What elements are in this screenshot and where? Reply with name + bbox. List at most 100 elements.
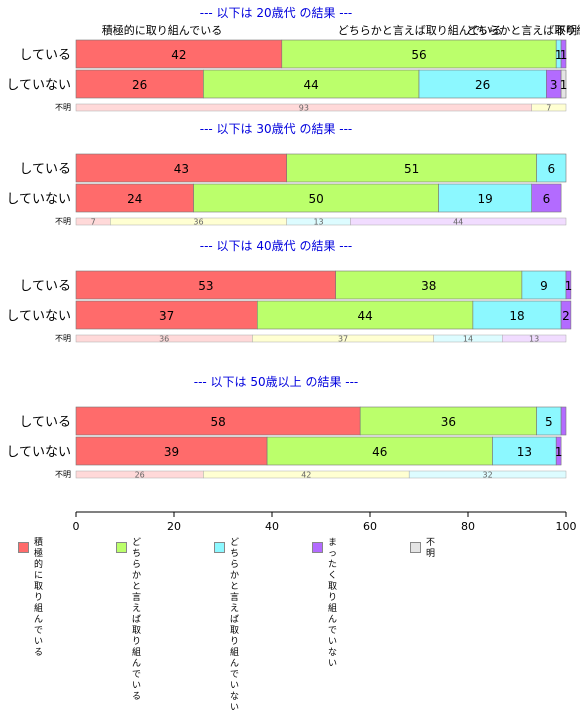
bar-segment-label: 53 [198,279,213,293]
bar-segment [75,69,204,99]
bar-segment-label: 42 [171,48,186,62]
bar-segment [193,183,439,213]
x-axis-tick-label: 40 [265,520,279,533]
bar-segment-label: 43 [174,162,189,176]
bar-segment [359,406,537,436]
group-title: --- 以下は 40歳代 の結果 --- [200,239,353,253]
unknown-segment-label: 37 [338,335,348,344]
group-title: --- 以下は 30歳代 の結果 --- [200,122,353,136]
legend-label-3: どちらかと言えば 取り組んでいない [230,538,240,713]
column-header-label: 不明 [555,24,577,37]
bar-segment [75,183,194,213]
bar-segment [266,436,493,466]
bar-segment [565,270,572,300]
legend-swatch-4 [312,542,323,553]
bar-segment [536,406,562,436]
bar-segment-label: 1 [560,78,568,92]
bar-segment [560,300,572,330]
row-label: していない [6,309,71,324]
bar-segment [75,436,268,466]
chart-legend: 積極的に 取り組んでいる どちらかと言えば 取り組んでいる どちらかと言えば 取… [18,538,578,713]
bar-segment [560,39,567,69]
bar-segment [560,406,567,436]
unknown-segment-label: 36 [193,218,203,227]
unknown-segment-label: 13 [313,218,323,227]
bar-segment [536,153,567,183]
bar-segment [560,69,567,99]
group-title: --- 以下は 20歳代 の結果 --- [200,6,353,20]
row-label: していない [6,78,71,93]
bar-segment-label: 37 [159,309,174,323]
bar-segment-label: 6 [547,162,555,176]
legend-label-4: まったく 取り組んでいない [328,538,338,669]
unknown-segment-label: 13 [529,335,539,344]
bar-segment-label: 38 [421,279,436,293]
unknown-row-label: 不明 [55,103,71,112]
legend-swatch-1 [18,542,29,553]
bar-segment-label: 24 [127,192,142,206]
column-header-label: 積極的に取り組んでいる [102,23,222,37]
x-axis-tick-label: 0 [73,520,80,533]
bar-segment-label: 44 [304,78,319,92]
unknown-segment-label: 7 [546,104,551,113]
unknown-bar-segment [531,103,567,112]
bar-segment [256,300,474,330]
bar-segment-label: 56 [411,48,426,62]
bar-segment [531,183,562,213]
legend-label-1: 積極的に 取り組んでいる [34,538,44,658]
unknown-segment-label: 36 [159,335,169,344]
legend-label-2: どちらかと言えば 取り組んでいる [132,538,142,702]
bar-segment-label: 1 [560,48,568,62]
row-label: している [19,279,71,294]
unknown-segment-label: 44 [453,218,463,227]
bar-segment-label: 50 [308,192,323,206]
unknown-segment-label: 7 [91,218,96,227]
row-label: している [19,162,71,177]
legend-swatch-2 [116,542,127,553]
bar-segment [75,153,287,183]
unknown-bar-segment [350,217,567,226]
bar-segment-label: 1 [555,445,563,459]
bar-segment-label: 9 [540,279,548,293]
bar-segment [418,69,547,99]
unknown-row-label: 不明 [55,334,71,343]
bar-segment-label: 46 [372,445,387,459]
legend-swatch-3 [214,542,225,553]
row-label: している [19,415,71,430]
bar-segment [75,406,361,436]
bar-segment [335,270,523,300]
unknown-segment-label: 42 [301,471,311,480]
bar-segment-label: 39 [164,445,179,459]
bar-segment [75,270,337,300]
bar-segment-label: 1 [565,279,573,293]
bar-segment-label: 36 [441,415,456,429]
bar-segment [438,183,533,213]
unknown-row-label: 不明 [55,217,71,226]
unknown-row-label: 不明 [55,470,71,479]
unknown-segment-label: 14 [463,335,473,344]
unknown-segment-label: 32 [483,471,493,480]
bar-segment-label: 2 [562,309,570,323]
unknown-segment-label: 93 [299,104,309,113]
row-label: していない [6,192,71,207]
bar-segment-label: 6 [543,192,551,206]
bar-segment-label: 3 [550,78,558,92]
bar-segment-label: 19 [478,192,493,206]
x-axis-tick-label: 20 [167,520,181,533]
column-header-label: どちらかと言えば取り組んでいる [338,24,502,37]
bar-segment-label: 58 [210,415,225,429]
bar-segment-label: 26 [475,78,490,92]
x-axis-tick-label: 100 [556,520,577,533]
bar-segment [555,436,562,466]
bar-segment-label: 26 [132,78,147,92]
unknown-segment-label: 26 [135,471,145,480]
stacked-bar-chart: 積極的に取り組んでいる どちらかと言えば取り組んでいるどちらかと言えば取り組んでい… [6,6,580,533]
bar-segment-label: 18 [509,309,524,323]
bar-segment [75,300,258,330]
row-label: していない [6,445,71,460]
bar-segment-label: 5 [545,415,553,429]
bar-segment [203,69,420,99]
bar-segment [281,39,557,69]
x-axis-tick-label: 80 [461,520,475,533]
legend-swatch-5 [410,542,421,553]
